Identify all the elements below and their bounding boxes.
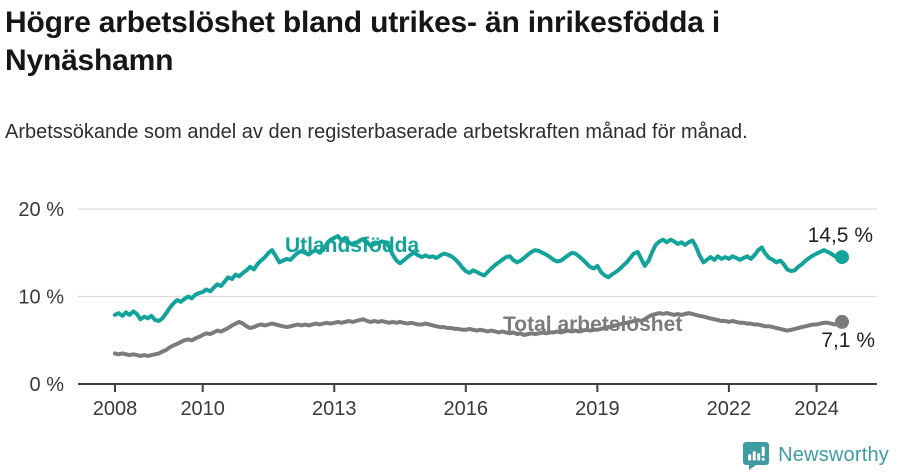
end-value-label-utlandsfodda: 14,5 % xyxy=(807,224,873,247)
series-end-dot-0 xyxy=(835,250,849,265)
end-value-label-total-arbetsloshet: 7,1 % xyxy=(821,329,875,352)
y-axis-tick-label: 20 % xyxy=(18,199,64,221)
newsworthy-brand-name: Newsworthy xyxy=(778,444,889,466)
newsworthy-branding: Newsworthy xyxy=(742,441,889,470)
newsworthy-logo-icon xyxy=(742,441,770,470)
series-line-1 xyxy=(113,311,844,358)
x-axis-tick-label: 2016 xyxy=(444,398,489,420)
series-line-0 xyxy=(113,234,844,323)
series-label-utlandsfodda: Utlandsfödda xyxy=(285,234,420,257)
page-title: Högre arbetslöshet bland utrikes- än inr… xyxy=(5,6,720,77)
x-axis-tick-label: 2024 xyxy=(794,398,839,420)
y-axis-tick-label: 0 % xyxy=(30,374,65,396)
x-axis-tick-label: 2013 xyxy=(312,398,357,420)
x-axis-tick-label: 2010 xyxy=(180,398,225,420)
series-label-total-arbetsloshet: Total arbetslöshet xyxy=(503,313,683,336)
line-chart: 0 % 10 % 20 % 2008 2010 2013 2016 2019 2022 2024 … xyxy=(0,178,900,434)
x-axis-tick-label: 2008 xyxy=(93,398,138,420)
x-axis-tick-label: 2019 xyxy=(575,398,620,420)
chart-canvas: 0 % 10 % 20 % 2008 2010 2013 2016 2019 2022 2024 xyxy=(18,199,877,420)
x-axis-tick-label: 2022 xyxy=(707,398,752,420)
y-axis-tick-label: 10 % xyxy=(18,287,64,309)
chart-subtitle: Arbetssökande som andel av den registerb… xyxy=(5,121,748,143)
series-end-dot-1 xyxy=(835,314,849,329)
